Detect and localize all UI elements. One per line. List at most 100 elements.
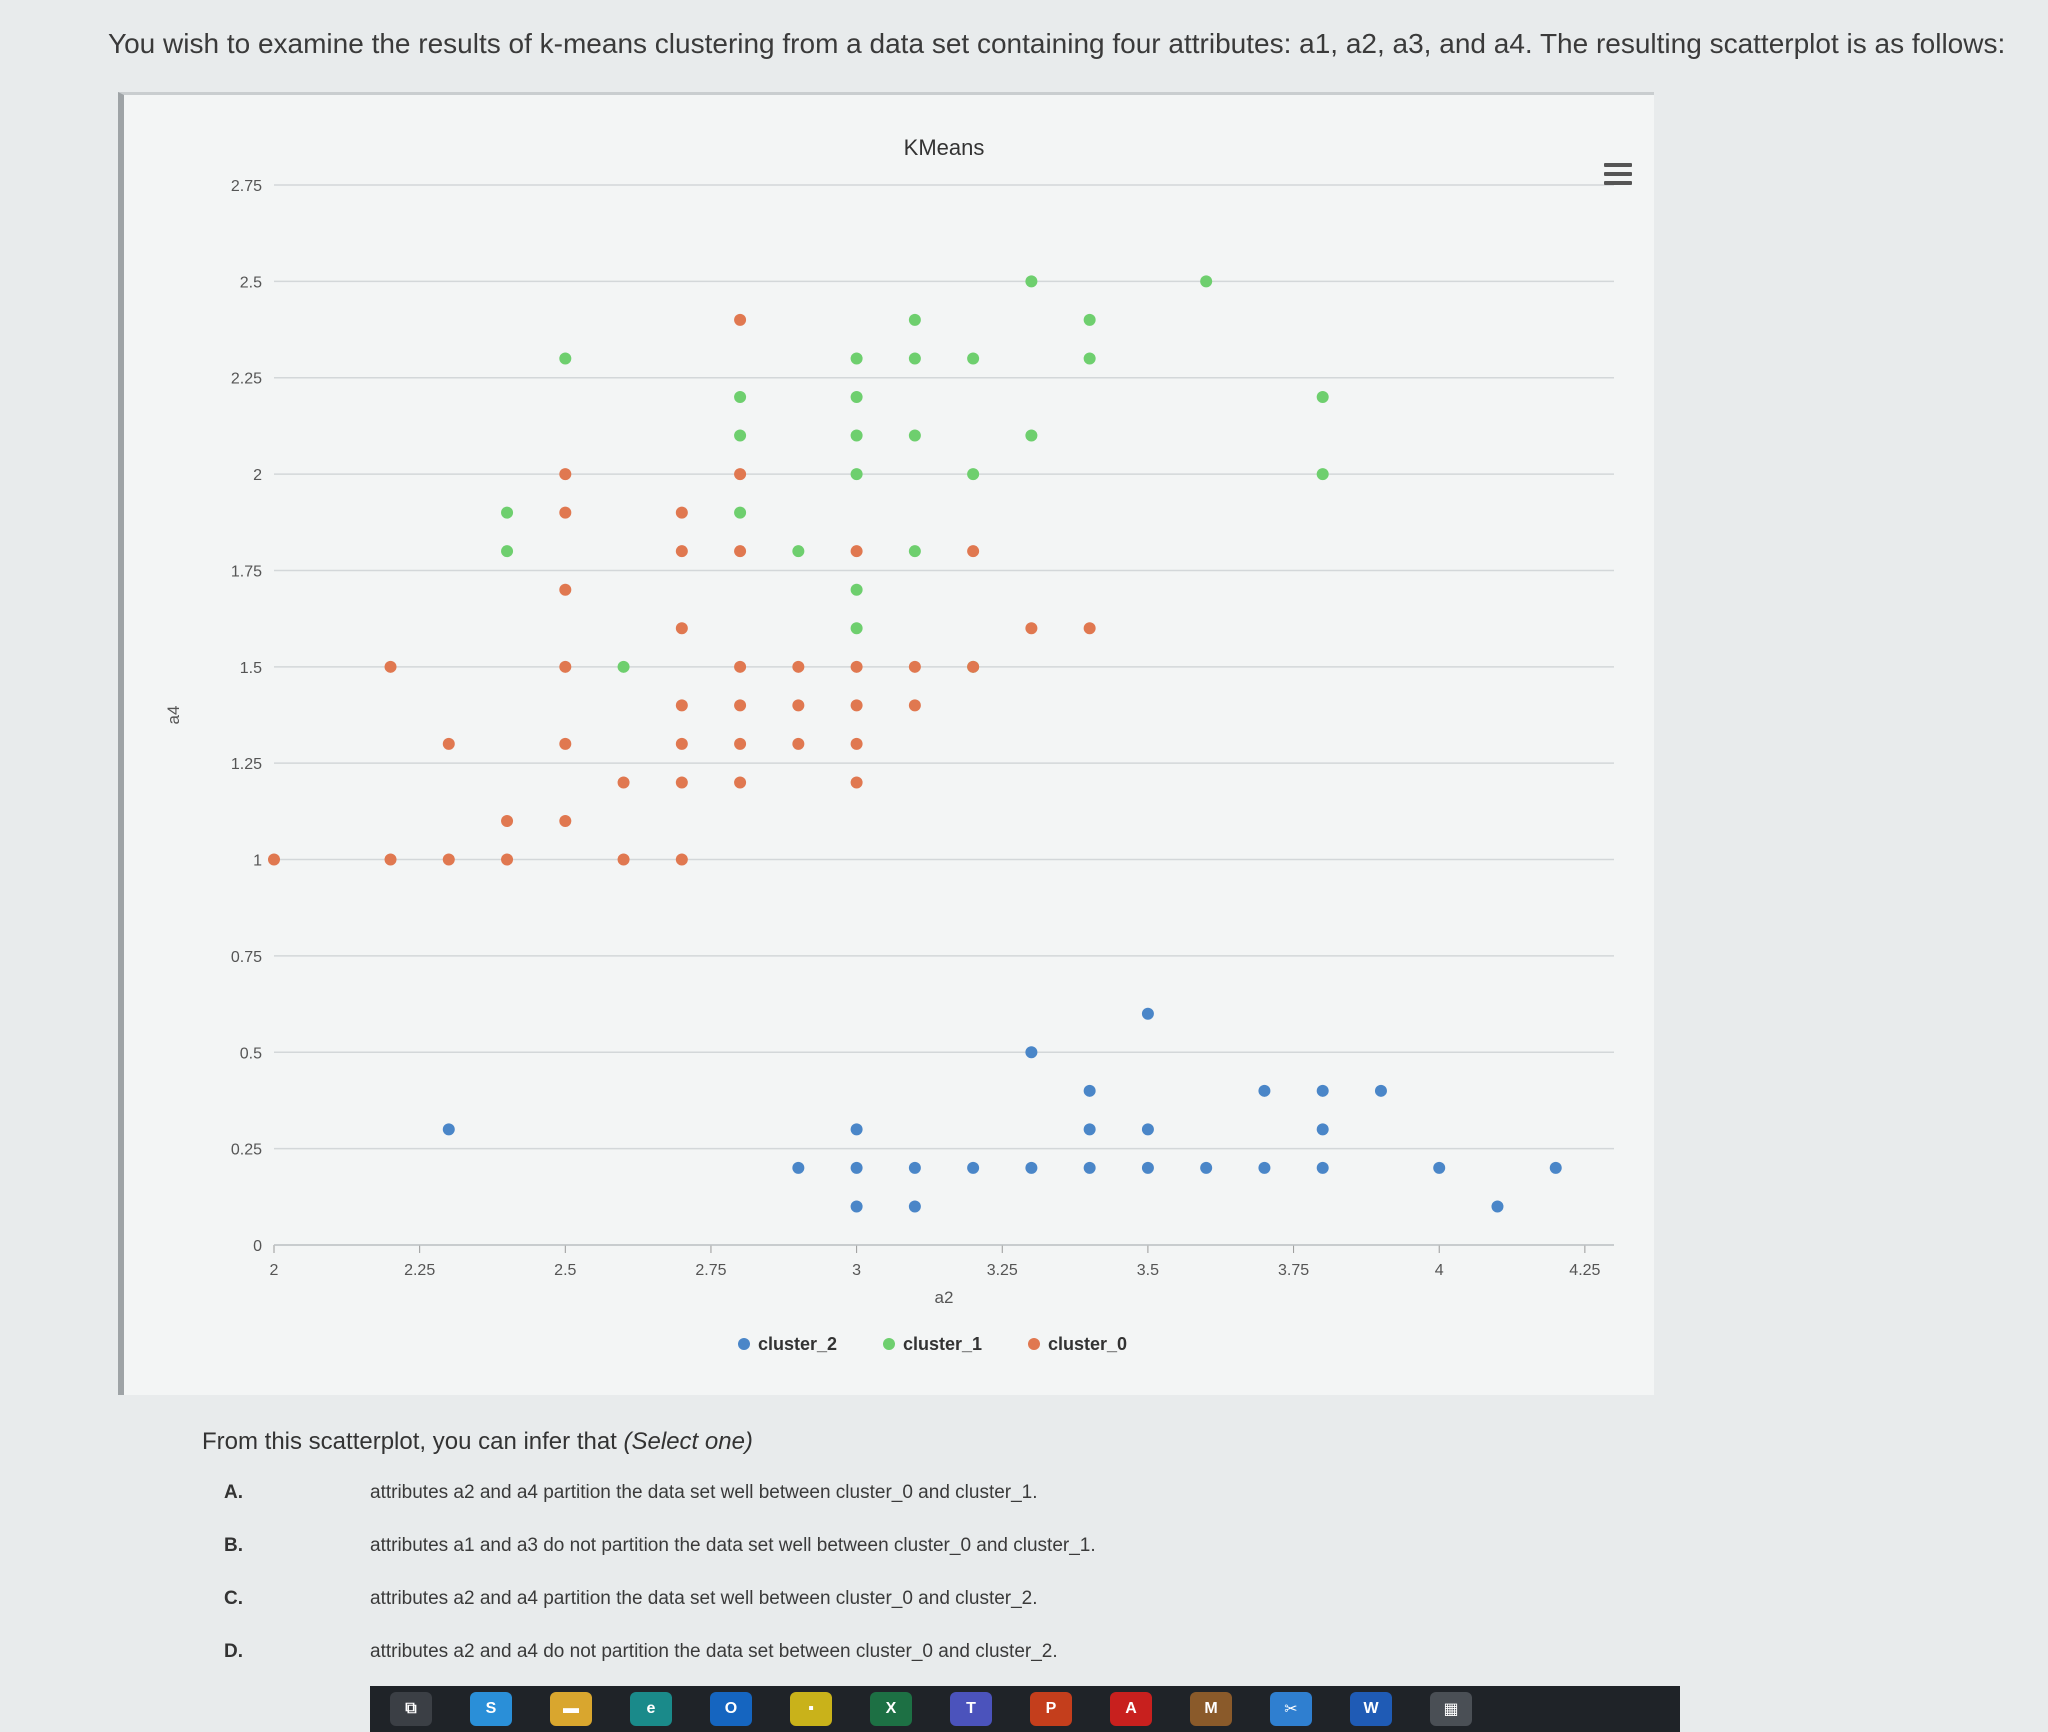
data-point-cluster-0 — [675, 853, 688, 866]
x-tick-label: 4.25 — [1569, 1262, 1600, 1279]
y-axis-label: a4 — [164, 706, 183, 725]
snipping-tool-icon[interactable]: ✂ — [1270, 1692, 1312, 1726]
x-tick-label: 2 — [270, 1262, 279, 1279]
y-tick-label: 0.75 — [231, 949, 262, 966]
data-point-cluster-2 — [908, 1200, 921, 1213]
data-point-cluster-0 — [559, 468, 572, 481]
data-point-cluster-2 — [1025, 1161, 1038, 1174]
option-b[interactable]: B. attributes a1 and a3 do not partition… — [200, 1535, 1500, 1588]
option-d[interactable]: D. attributes a2 and a4 do not partition… — [200, 1641, 1500, 1694]
legend-label: cluster_1 — [903, 1334, 982, 1354]
data-point-cluster-0 — [617, 853, 630, 866]
calculator-icon[interactable]: ▦ — [1430, 1692, 1472, 1726]
data-point-cluster-0 — [908, 660, 921, 673]
data-point-cluster-1 — [501, 506, 514, 519]
data-point-cluster-2 — [967, 1161, 980, 1174]
mendeley-icon[interactable]: M — [1190, 1692, 1232, 1726]
option-text: attributes a2 and a4 partition the data … — [370, 1482, 1038, 1503]
outlook-icon[interactable]: O — [710, 1692, 752, 1726]
data-point-cluster-1 — [908, 429, 921, 442]
data-point-cluster-0 — [675, 776, 688, 789]
data-point-cluster-1 — [850, 468, 863, 481]
data-point-cluster-2 — [1491, 1200, 1504, 1213]
data-point-cluster-0 — [734, 313, 747, 326]
data-point-cluster-1 — [734, 506, 747, 519]
y-tick-label: 1 — [253, 853, 262, 870]
data-point-cluster-1 — [1083, 352, 1096, 365]
x-axis-label: a2 — [935, 1288, 954, 1307]
data-point-cluster-2 — [1258, 1161, 1271, 1174]
data-point-cluster-0 — [675, 622, 688, 635]
legend-marker — [883, 1338, 895, 1350]
data-point-cluster-2 — [1200, 1161, 1213, 1174]
data-point-cluster-1 — [501, 545, 514, 558]
data-point-cluster-2 — [1083, 1161, 1096, 1174]
x-tick-label: 3.25 — [987, 1262, 1018, 1279]
data-point-cluster-0 — [675, 506, 688, 519]
answer-options: A. attributes a2 and a4 partition the da… — [200, 1482, 1500, 1694]
acrobat-icon[interactable]: A — [1110, 1692, 1152, 1726]
option-c[interactable]: C. attributes a2 and a4 partition the da… — [200, 1588, 1500, 1641]
sticky-notes-icon[interactable]: ▪ — [790, 1692, 832, 1726]
data-point-cluster-2 — [1374, 1084, 1387, 1097]
data-point-cluster-0 — [734, 776, 747, 789]
data-point-cluster-0 — [850, 699, 863, 712]
option-a[interactable]: A. attributes a2 and a4 partition the da… — [200, 1482, 1500, 1535]
data-point-cluster-0 — [967, 545, 980, 558]
y-tick-label: 1.25 — [231, 756, 262, 773]
data-point-cluster-0 — [850, 660, 863, 673]
data-point-cluster-0 — [967, 660, 980, 673]
word-icon[interactable]: W — [1350, 1692, 1392, 1726]
file-explorer-icon[interactable]: ▬ — [550, 1692, 592, 1726]
data-point-cluster-1 — [850, 583, 863, 596]
data-point-cluster-0 — [268, 853, 280, 866]
data-point-cluster-1 — [1200, 275, 1213, 288]
data-point-cluster-0 — [792, 737, 805, 750]
x-tick-label: 2.75 — [695, 1262, 726, 1279]
data-point-cluster-0 — [559, 583, 572, 596]
data-point-cluster-2 — [792, 1161, 805, 1174]
data-point-cluster-0 — [384, 660, 397, 673]
data-point-cluster-0 — [734, 660, 747, 673]
skype-icon[interactable]: S — [470, 1692, 512, 1726]
chart-title: KMeans — [904, 135, 985, 160]
powerpoint-icon[interactable]: P — [1030, 1692, 1072, 1726]
data-point-cluster-2 — [1316, 1161, 1329, 1174]
data-point-cluster-0 — [559, 737, 572, 750]
data-point-cluster-0 — [850, 545, 863, 558]
x-tick-label: 3.5 — [1137, 1262, 1159, 1279]
excel-icon[interactable]: X — [870, 1692, 912, 1726]
data-point-cluster-1 — [850, 429, 863, 442]
data-point-cluster-1 — [908, 313, 921, 326]
y-tick-label: 0.5 — [240, 1045, 262, 1062]
legend-label: cluster_2 — [758, 1334, 837, 1354]
data-point-cluster-1 — [1316, 391, 1329, 403]
data-point-cluster-2 — [1258, 1084, 1271, 1097]
data-point-cluster-1 — [1316, 468, 1329, 481]
teams-icon[interactable]: T — [950, 1692, 992, 1726]
chart-menu-icon[interactable] — [1604, 163, 1632, 185]
data-point-cluster-2 — [1141, 1161, 1154, 1174]
data-point-cluster-1 — [792, 545, 805, 558]
data-point-cluster-2 — [1083, 1123, 1096, 1136]
data-point-cluster-0 — [792, 699, 805, 712]
y-tick-label: 0 — [253, 1238, 262, 1255]
data-point-cluster-1 — [1025, 429, 1038, 442]
data-point-cluster-0 — [734, 545, 747, 558]
option-text: attributes a2 and a4 do not partition th… — [370, 1641, 1058, 1662]
data-point-cluster-0 — [734, 699, 747, 712]
edge-icon[interactable]: e — [630, 1692, 672, 1726]
task-view-icon[interactable]: ⧉ — [390, 1692, 432, 1726]
data-point-cluster-2 — [1025, 1046, 1038, 1059]
data-point-cluster-0 — [617, 776, 630, 789]
data-point-cluster-0 — [675, 699, 688, 712]
y-tick-label: 1.5 — [240, 660, 262, 677]
data-point-cluster-2 — [1433, 1161, 1446, 1174]
data-point-cluster-1 — [617, 660, 630, 673]
data-point-cluster-2 — [850, 1123, 863, 1136]
data-point-cluster-0 — [559, 506, 572, 519]
data-point-cluster-1 — [559, 352, 572, 365]
prompt-hint: (Select one) — [623, 1428, 753, 1455]
option-letter: B. — [224, 1535, 243, 1556]
kmeans-scatterplot: KMeans 0 0.25 0.5 0.75 1 1.25 1.5 1.75 2 2.25 2.5 2.… — [164, 135, 1614, 1354]
